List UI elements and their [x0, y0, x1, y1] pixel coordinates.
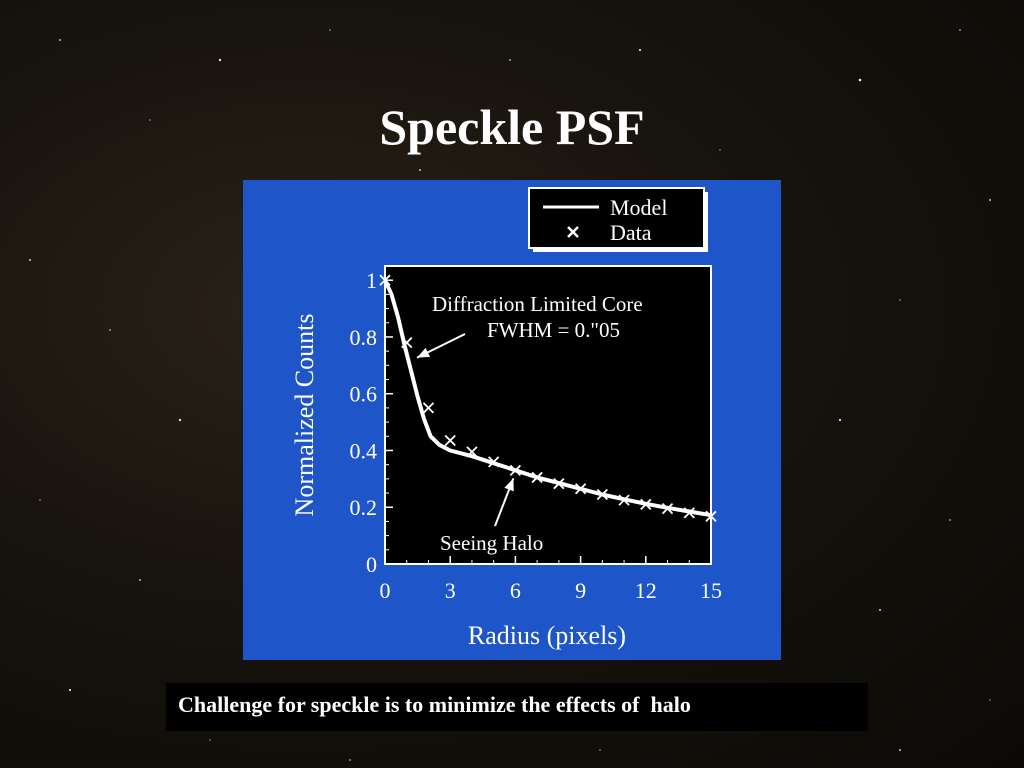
data-series [379, 274, 717, 522]
data-point [553, 478, 565, 490]
y-tick-label: 0.2 [350, 495, 378, 520]
x-tick-label: 15 [700, 578, 722, 603]
data-point [683, 507, 695, 519]
annotation-core-line1: Diffraction Limited Core [432, 292, 643, 316]
y-tick-label: 0.6 [350, 382, 378, 407]
plot-area [384, 265, 712, 565]
legend-data-label: Data [610, 220, 652, 245]
data-point [444, 434, 456, 447]
legend-box [528, 187, 705, 249]
chart-axes: 0 3 6 9 12 15 0 0.2 0.4 0.6 0.8 1 [350, 268, 723, 603]
data-point [705, 510, 717, 522]
x-tick-label: 12 [635, 578, 657, 603]
caption-text: Challenge for speckle is to minimize the… [178, 692, 691, 717]
y-tick-label: 0.8 [350, 325, 378, 350]
model-series [383, 279, 712, 518]
slide-title: Speckle PSF [379, 99, 645, 155]
annotation-core: Diffraction Limited Core FWHM = 0."05 [416, 292, 643, 359]
data-point [422, 402, 435, 414]
data-point [466, 446, 478, 458]
x-tick-label: 3 [445, 578, 456, 603]
y-tick-label: 0 [366, 552, 377, 577]
data-point [531, 471, 543, 484]
data-point [379, 274, 391, 286]
caption-box: Challenge for speckle is to minimize the… [166, 683, 868, 731]
model-line [383, 279, 712, 518]
legend-model-label: Model [610, 195, 667, 220]
chart-legend: Model Data [528, 187, 708, 252]
x-tick-label: 6 [510, 578, 521, 603]
data-point [640, 498, 652, 511]
annotation-core-line2: FWHM = 0."05 [487, 318, 620, 342]
annotation-core-arrowhead [417, 347, 431, 358]
chart-panel: Model Data 0 3 6 9 12 15 0 0.2 0.4 0.6 0.8 1 Diffra… [243, 180, 781, 660]
legend-data-swatch [567, 226, 579, 238]
data-point [401, 336, 413, 349]
data-point [509, 464, 522, 476]
data-point [574, 483, 587, 495]
y-axis-title: Normalized Counts [290, 314, 319, 517]
psf-chart: Model Data 0 3 6 9 12 15 0 0.2 0.4 0.6 0.8 1 Diffra… [290, 187, 723, 650]
annotation-halo-arrowhead [504, 478, 514, 492]
annotation-halo-label: Seeing Halo [440, 531, 543, 555]
data-point [488, 456, 500, 468]
x-tick-label: 0 [380, 578, 391, 603]
data-point [596, 488, 608, 501]
data-point [661, 503, 674, 515]
x-tick-label: 9 [575, 578, 586, 603]
x-axis-title: Radius (pixels) [468, 621, 626, 650]
y-tick-label: 0.4 [350, 438, 378, 463]
data-point [618, 494, 630, 506]
y-tick-label: 1 [366, 268, 377, 293]
annotation-halo: Seeing Halo [440, 477, 543, 555]
